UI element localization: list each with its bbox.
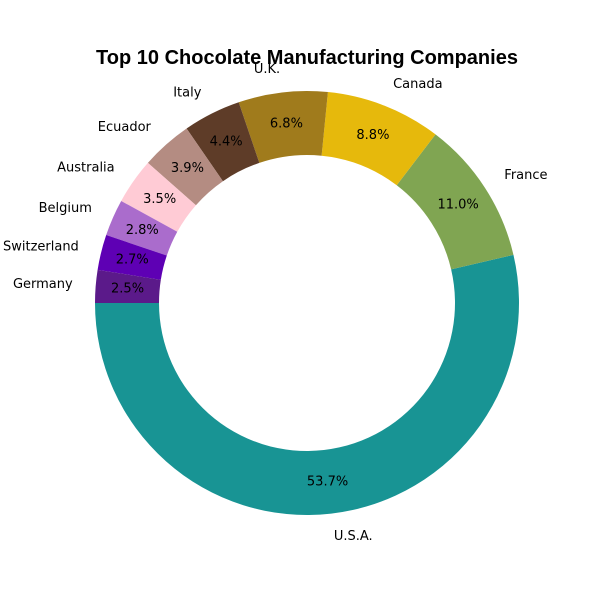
slice-belgium <box>106 200 178 256</box>
slice-u-k <box>238 91 328 163</box>
pct-label-france: 11.0% <box>437 198 478 213</box>
chart-title: Top 10 Chocolate Manufacturing Companies <box>96 47 518 69</box>
category-label-germany: Germany <box>13 277 73 292</box>
pct-label-belgium: 2.8% <box>126 223 159 238</box>
slice-switzerland <box>97 235 167 280</box>
pct-label-canada: 8.8% <box>356 128 389 143</box>
pct-label-australia: 3.5% <box>143 192 176 207</box>
pct-label-italy: 4.4% <box>210 135 243 150</box>
category-label-italy: Italy <box>173 86 202 101</box>
labels-group: 53.7% U.S.A. 11.0% France 8.8% Canada 6.8% U.K.… <box>3 62 548 544</box>
slices-group <box>95 91 519 516</box>
pct-label-germany: 2.5% <box>111 281 144 296</box>
slice-italy <box>186 102 260 182</box>
category-label-switzerland: Switzerland <box>3 239 79 254</box>
category-label-belgium: Belgium <box>39 201 92 216</box>
slice-france <box>396 134 514 270</box>
slice-australia <box>121 162 196 232</box>
category-label-u-k: U.K. <box>254 62 280 77</box>
pct-label-ecuador: 3.9% <box>171 161 204 176</box>
category-label-ecuador: Ecuador <box>98 120 152 135</box>
slice-canada <box>321 92 436 186</box>
category-label-u-s-a: U.S.A. <box>334 529 373 544</box>
category-label-australia: Australia <box>57 160 115 175</box>
pct-label-switzerland: 2.7% <box>116 252 149 267</box>
slice-ecuador <box>147 128 223 206</box>
slice-u-s-a <box>95 254 519 516</box>
pct-label-u-s-a: 53.7% <box>307 474 348 489</box>
category-label-france: France <box>504 168 547 183</box>
pct-label-u-k: 6.8% <box>270 117 303 132</box>
slice-germany <box>95 269 161 303</box>
category-label-canada: Canada <box>393 77 442 92</box>
